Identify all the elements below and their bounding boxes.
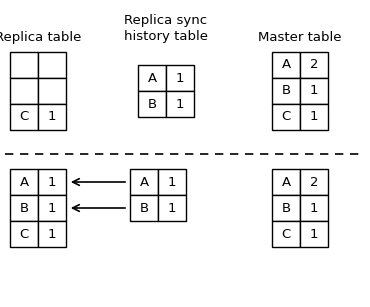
Text: B: B <box>139 201 149 215</box>
Text: C: C <box>19 227 28 240</box>
Bar <box>38 195 66 221</box>
Bar <box>272 221 300 247</box>
Bar <box>38 104 66 130</box>
Text: A: A <box>139 176 149 188</box>
Bar <box>38 169 66 195</box>
Text: B: B <box>20 201 28 215</box>
Text: B: B <box>147 98 157 111</box>
Bar <box>300 104 328 130</box>
Bar <box>272 195 300 221</box>
Text: 2: 2 <box>310 176 318 188</box>
Bar <box>138 65 166 91</box>
Text: B: B <box>282 201 290 215</box>
Text: 1: 1 <box>48 201 56 215</box>
Bar <box>10 78 38 104</box>
Text: 2: 2 <box>310 59 318 72</box>
Text: A: A <box>147 72 157 84</box>
Bar <box>38 78 66 104</box>
Bar <box>300 221 328 247</box>
Bar <box>10 221 38 247</box>
Bar <box>158 169 186 195</box>
Text: A: A <box>282 176 290 188</box>
Bar <box>10 52 38 78</box>
Bar <box>166 65 194 91</box>
Text: 1: 1 <box>310 227 318 240</box>
Bar <box>158 195 186 221</box>
Text: 1: 1 <box>48 227 56 240</box>
Text: 1: 1 <box>168 176 176 188</box>
Bar <box>272 78 300 104</box>
Text: C: C <box>281 111 290 123</box>
Text: Replica sync
history table: Replica sync history table <box>124 14 208 43</box>
Text: 1: 1 <box>48 111 56 123</box>
Text: 1: 1 <box>48 176 56 188</box>
Text: 1: 1 <box>310 84 318 98</box>
Text: A: A <box>282 59 290 72</box>
Bar <box>130 169 158 195</box>
Text: 1: 1 <box>310 111 318 123</box>
Bar <box>272 104 300 130</box>
Bar <box>138 91 166 117</box>
Bar <box>300 52 328 78</box>
Bar <box>300 195 328 221</box>
Text: Master table: Master table <box>258 31 342 44</box>
Text: 1: 1 <box>176 72 184 84</box>
Bar <box>10 195 38 221</box>
Bar <box>38 52 66 78</box>
Bar <box>130 195 158 221</box>
Text: 1: 1 <box>168 201 176 215</box>
Bar <box>272 52 300 78</box>
Bar <box>10 104 38 130</box>
Text: A: A <box>20 176 28 188</box>
Bar <box>272 169 300 195</box>
Text: 1: 1 <box>310 201 318 215</box>
Text: C: C <box>19 111 28 123</box>
Bar <box>166 91 194 117</box>
Text: C: C <box>281 227 290 240</box>
Bar <box>10 169 38 195</box>
Text: 1: 1 <box>176 98 184 111</box>
Text: B: B <box>282 84 290 98</box>
Bar <box>300 78 328 104</box>
Text: Replica table: Replica table <box>0 31 81 44</box>
Bar <box>300 169 328 195</box>
Bar <box>38 221 66 247</box>
